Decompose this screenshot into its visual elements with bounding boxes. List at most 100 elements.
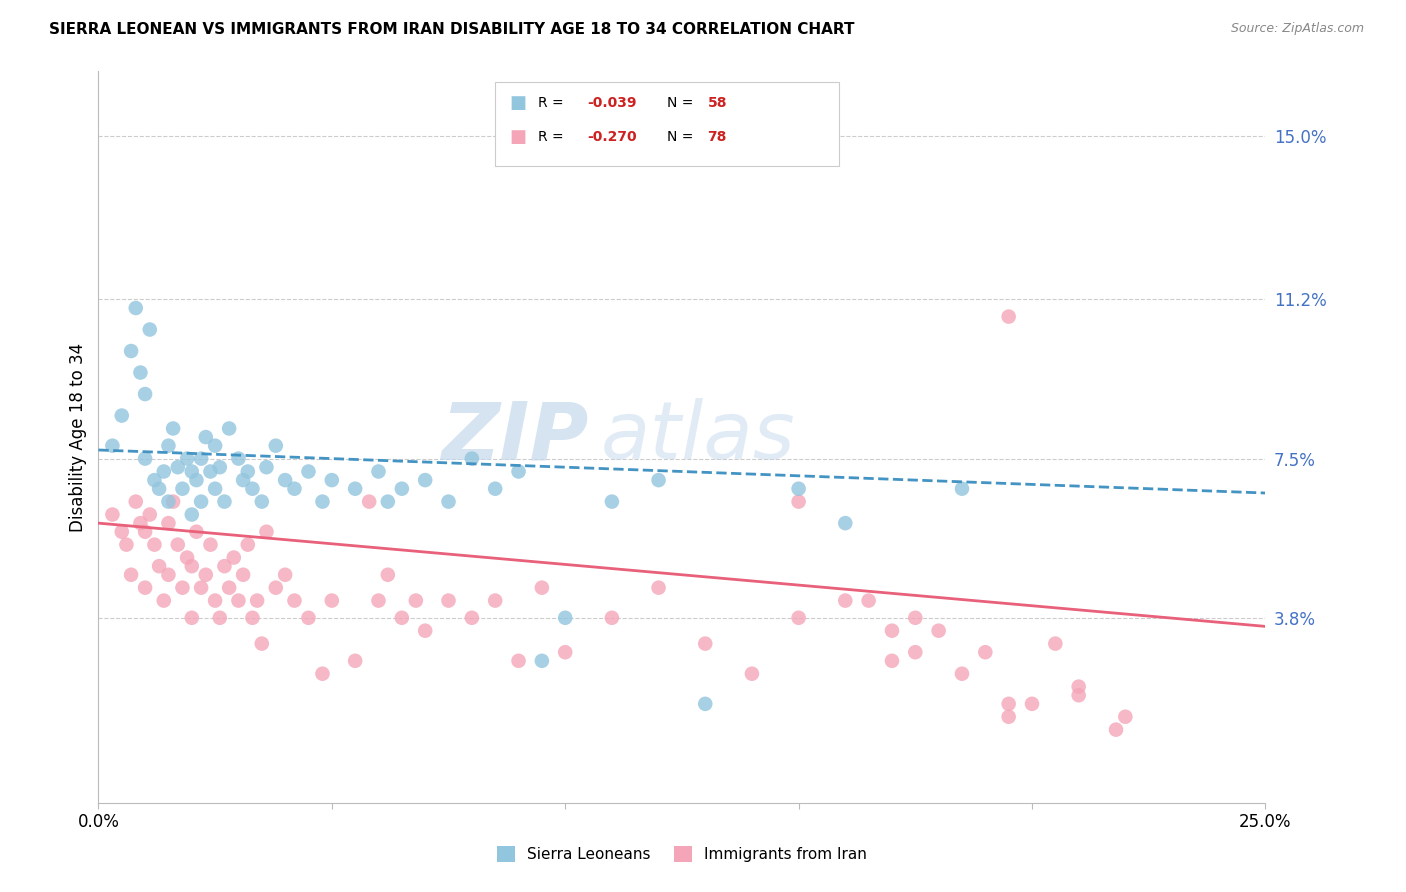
- Point: [377, 494, 399, 508]
- Point: [194, 567, 217, 582]
- Text: 58: 58: [707, 95, 727, 110]
- Point: [600, 494, 623, 508]
- Text: R =: R =: [538, 130, 568, 145]
- Point: [950, 482, 973, 496]
- Point: [1114, 710, 1136, 724]
- Point: [508, 465, 530, 479]
- Text: ■: ■: [509, 128, 526, 146]
- Point: [741, 666, 763, 681]
- Point: [997, 710, 1019, 724]
- Point: [139, 322, 162, 336]
- Point: [172, 482, 194, 496]
- Point: [190, 494, 212, 508]
- Point: [166, 538, 188, 552]
- Point: [880, 654, 903, 668]
- Point: [904, 611, 927, 625]
- Point: [530, 654, 553, 668]
- Point: [157, 516, 180, 530]
- Point: [190, 451, 212, 466]
- Point: [236, 465, 259, 479]
- Point: [143, 538, 166, 552]
- Point: [787, 482, 810, 496]
- Point: [129, 516, 152, 530]
- Point: [359, 494, 381, 508]
- Point: [180, 465, 202, 479]
- Point: [204, 482, 226, 496]
- Point: [214, 559, 236, 574]
- Point: [695, 697, 717, 711]
- Point: [554, 611, 576, 625]
- Point: [190, 581, 212, 595]
- Point: [461, 611, 484, 625]
- Point: [134, 451, 156, 466]
- Point: [162, 494, 184, 508]
- Point: [600, 611, 623, 625]
- Point: [232, 567, 254, 582]
- Point: [152, 465, 174, 479]
- Point: [904, 645, 927, 659]
- Point: [157, 567, 180, 582]
- Point: [461, 451, 484, 466]
- Point: [134, 581, 156, 595]
- Y-axis label: Disability Age 18 to 34: Disability Age 18 to 34: [69, 343, 87, 532]
- Point: [508, 654, 530, 668]
- Point: [554, 645, 576, 659]
- Point: [787, 611, 810, 625]
- Point: [180, 508, 202, 522]
- Text: 78: 78: [707, 130, 727, 145]
- Point: [204, 439, 226, 453]
- Point: [157, 439, 180, 453]
- Point: [274, 473, 297, 487]
- Point: [405, 593, 427, 607]
- Point: [120, 567, 142, 582]
- Point: [413, 473, 436, 487]
- Point: [1105, 723, 1128, 737]
- Point: [172, 581, 194, 595]
- Text: N =: N =: [666, 130, 697, 145]
- Point: [125, 494, 148, 508]
- Point: [974, 645, 997, 659]
- Point: [344, 654, 367, 668]
- Point: [228, 593, 250, 607]
- Point: [647, 581, 669, 595]
- Point: [695, 637, 717, 651]
- Point: [256, 524, 278, 539]
- Point: [134, 387, 156, 401]
- Text: SIERRA LEONEAN VS IMMIGRANTS FROM IRAN DISABILITY AGE 18 TO 34 CORRELATION CHART: SIERRA LEONEAN VS IMMIGRANTS FROM IRAN D…: [49, 22, 855, 37]
- Point: [101, 508, 124, 522]
- Point: [176, 550, 198, 565]
- Point: [152, 593, 174, 607]
- Point: [321, 473, 343, 487]
- Point: [250, 637, 273, 651]
- Point: [204, 593, 226, 607]
- Point: [236, 538, 259, 552]
- Text: Source: ZipAtlas.com: Source: ZipAtlas.com: [1230, 22, 1364, 36]
- Point: [186, 473, 208, 487]
- Point: [997, 310, 1019, 324]
- Point: [120, 344, 142, 359]
- Point: [111, 524, 134, 539]
- Point: [208, 611, 231, 625]
- Point: [834, 516, 856, 530]
- Point: [1021, 697, 1043, 711]
- Point: [214, 494, 236, 508]
- Point: [950, 666, 973, 681]
- Point: [194, 430, 217, 444]
- Point: [647, 473, 669, 487]
- Point: [928, 624, 950, 638]
- Point: [200, 465, 222, 479]
- Point: [129, 366, 152, 380]
- Point: [148, 559, 170, 574]
- Point: [1067, 688, 1090, 702]
- Text: atlas: atlas: [600, 398, 794, 476]
- Point: [162, 421, 184, 435]
- Point: [180, 559, 202, 574]
- Point: [264, 581, 287, 595]
- Text: N =: N =: [666, 95, 697, 110]
- Point: [530, 581, 553, 595]
- Point: [283, 593, 305, 607]
- Point: [484, 593, 506, 607]
- Point: [200, 538, 222, 552]
- Point: [344, 482, 367, 496]
- Point: [176, 451, 198, 466]
